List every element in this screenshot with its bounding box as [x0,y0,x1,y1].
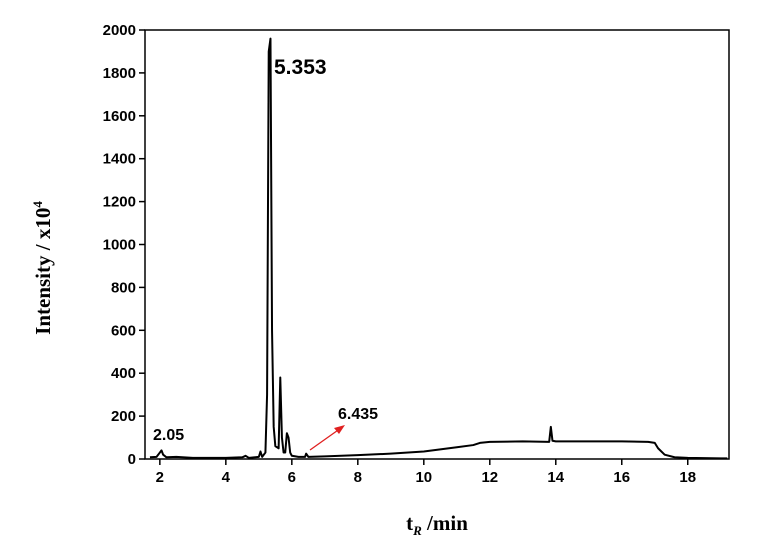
x-title-rest: /min [422,511,468,535]
x-tick-label: 8 [354,469,362,486]
y-tick-label: 400 [111,365,136,382]
arrow-head [334,425,345,434]
y-tick-label: 1600 [103,108,136,125]
plot-frame [144,29,730,460]
chromatogram-line [149,37,728,460]
x-tick-label: 10 [415,469,432,486]
y-axis-title: Intensity / x104 [30,201,55,335]
peak-label: 2.05 [153,427,184,444]
x-tick-label: 4 [222,469,231,486]
x-axis-title: tR /min [406,511,468,538]
arrow [309,427,342,451]
y-tick-label: 800 [111,279,136,296]
x-tick-label: 12 [481,469,498,486]
y-title-sup: 4 [30,201,45,208]
peak-label: 6.435 [338,406,378,423]
y-tick-label: 200 [111,408,136,425]
x-tick-label: 2 [156,469,164,486]
x-tick-label: 14 [547,469,564,486]
x-tick-label: 6 [288,469,296,486]
y-tick-label: 1800 [103,65,136,82]
x-tick-label: 18 [679,469,696,486]
x-title-sub: R [412,523,422,538]
y-tick-label: 1000 [103,237,136,254]
y-tick-label: 600 [111,322,136,339]
y-tick-label: 2000 [103,22,136,39]
x-tick-label: 16 [613,469,630,486]
y-title: Intensity / x10 [31,208,55,335]
y-tick-label: 1200 [103,194,136,211]
y-tick-label: 1400 [103,151,136,168]
peak-label: 5.353 [274,56,327,79]
y-tick-label: 0 [128,451,136,468]
x-title: t [406,511,413,535]
